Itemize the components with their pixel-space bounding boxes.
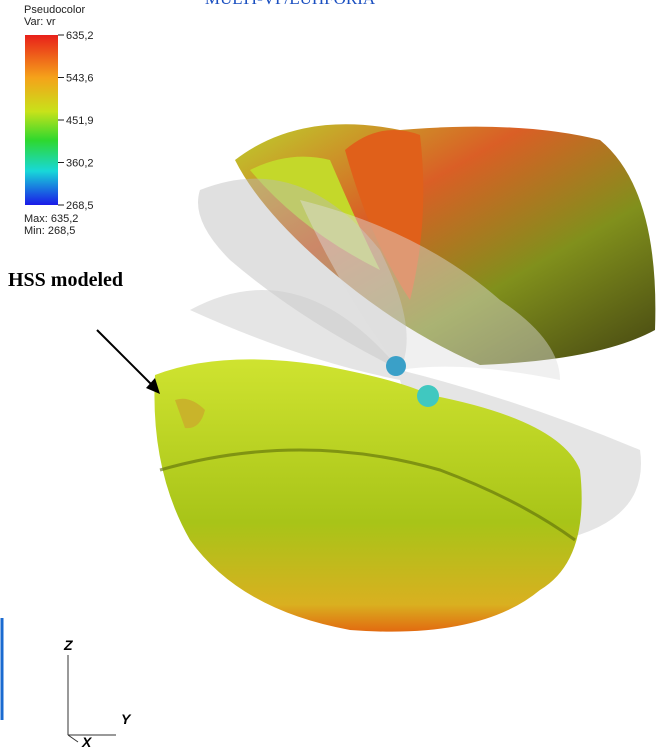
tick-label: 268,5	[66, 200, 94, 212]
tick-label: 360,2	[66, 158, 94, 170]
page: MULTI-VP/EUHFORIA Pseudocolor Var: vr 63…	[0, 0, 658, 748]
tick-label: 635,2	[66, 30, 94, 42]
annotation: HSS modeled	[8, 269, 123, 291]
colorbar	[25, 35, 58, 205]
title: MULTI-VP/EUHFORIA	[205, 0, 376, 8]
sun	[386, 356, 406, 376]
arrow-line	[97, 330, 152, 385]
legend-min: Min: 268,5	[24, 225, 75, 237]
tick-label: 451,9	[66, 115, 94, 127]
bowl	[154, 359, 581, 631]
sphere	[417, 385, 439, 407]
legend-max: Max: 635,2	[24, 213, 78, 225]
visualization: MULTI-VP/EUHFORIA Pseudocolor Var: vr 63…	[0, 0, 658, 748]
legend-variable: Var: vr	[24, 16, 56, 28]
axis-y-label: Y	[121, 711, 132, 727]
axis-x	[68, 735, 78, 742]
axis-x-label: X	[81, 734, 93, 748]
legend-name: Pseudocolor	[24, 4, 85, 16]
colorbar-ticks: 635,2 543,6 451,9 360,2 268,5	[58, 30, 94, 212]
tick-label: 543,6	[66, 73, 94, 85]
axis-z-label: Z	[63, 637, 73, 653]
